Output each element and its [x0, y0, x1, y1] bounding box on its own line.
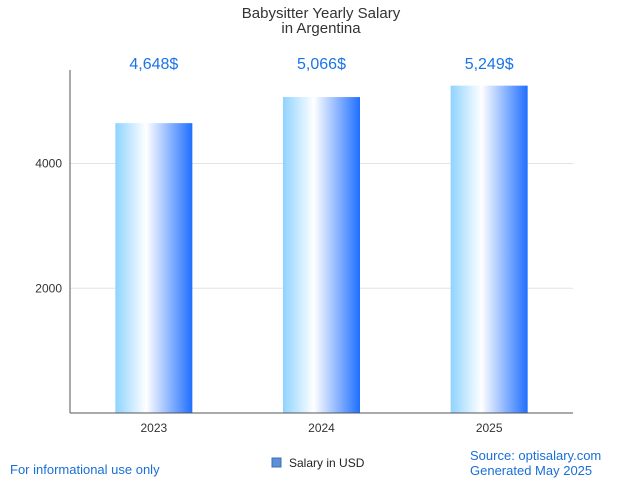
source-info: Source: optisalary.com Generated May 202…	[470, 448, 601, 478]
bar-2023	[115, 123, 193, 413]
chart-title-line-2: in Argentina	[281, 20, 361, 37]
bar-2024	[283, 97, 360, 413]
value-label-2024: 5,066$	[297, 56, 346, 73]
x-tick-label-2025: 2025	[476, 421, 503, 435]
x-tick-label-2024: 2024	[308, 421, 335, 435]
chart-title-line-1: Babysitter Yearly Salary	[242, 5, 401, 22]
generated-date: Generated May 2025	[470, 463, 593, 478]
bar-2025	[450, 85, 528, 414]
value-label-2023: 4,648$	[129, 56, 178, 73]
bars: 4,648$ 5,066$ 5,249$	[115, 56, 528, 414]
legend-swatch	[271, 457, 282, 468]
legend-label: Salary in USD	[289, 456, 365, 470]
y-tick-label: 2000	[35, 281, 62, 295]
y-tick-label: 4000	[35, 157, 62, 171]
disclaimer-note: For informational use only	[10, 462, 160, 477]
legend: Salary in USD	[271, 456, 365, 470]
x-tick-label-2023: 2023	[140, 421, 167, 435]
axes: 2000 4000 2023 2024 2025	[35, 70, 573, 435]
value-label-2025: 5,249$	[465, 56, 514, 73]
source-link[interactable]: Source: optisalary.com	[470, 448, 602, 463]
